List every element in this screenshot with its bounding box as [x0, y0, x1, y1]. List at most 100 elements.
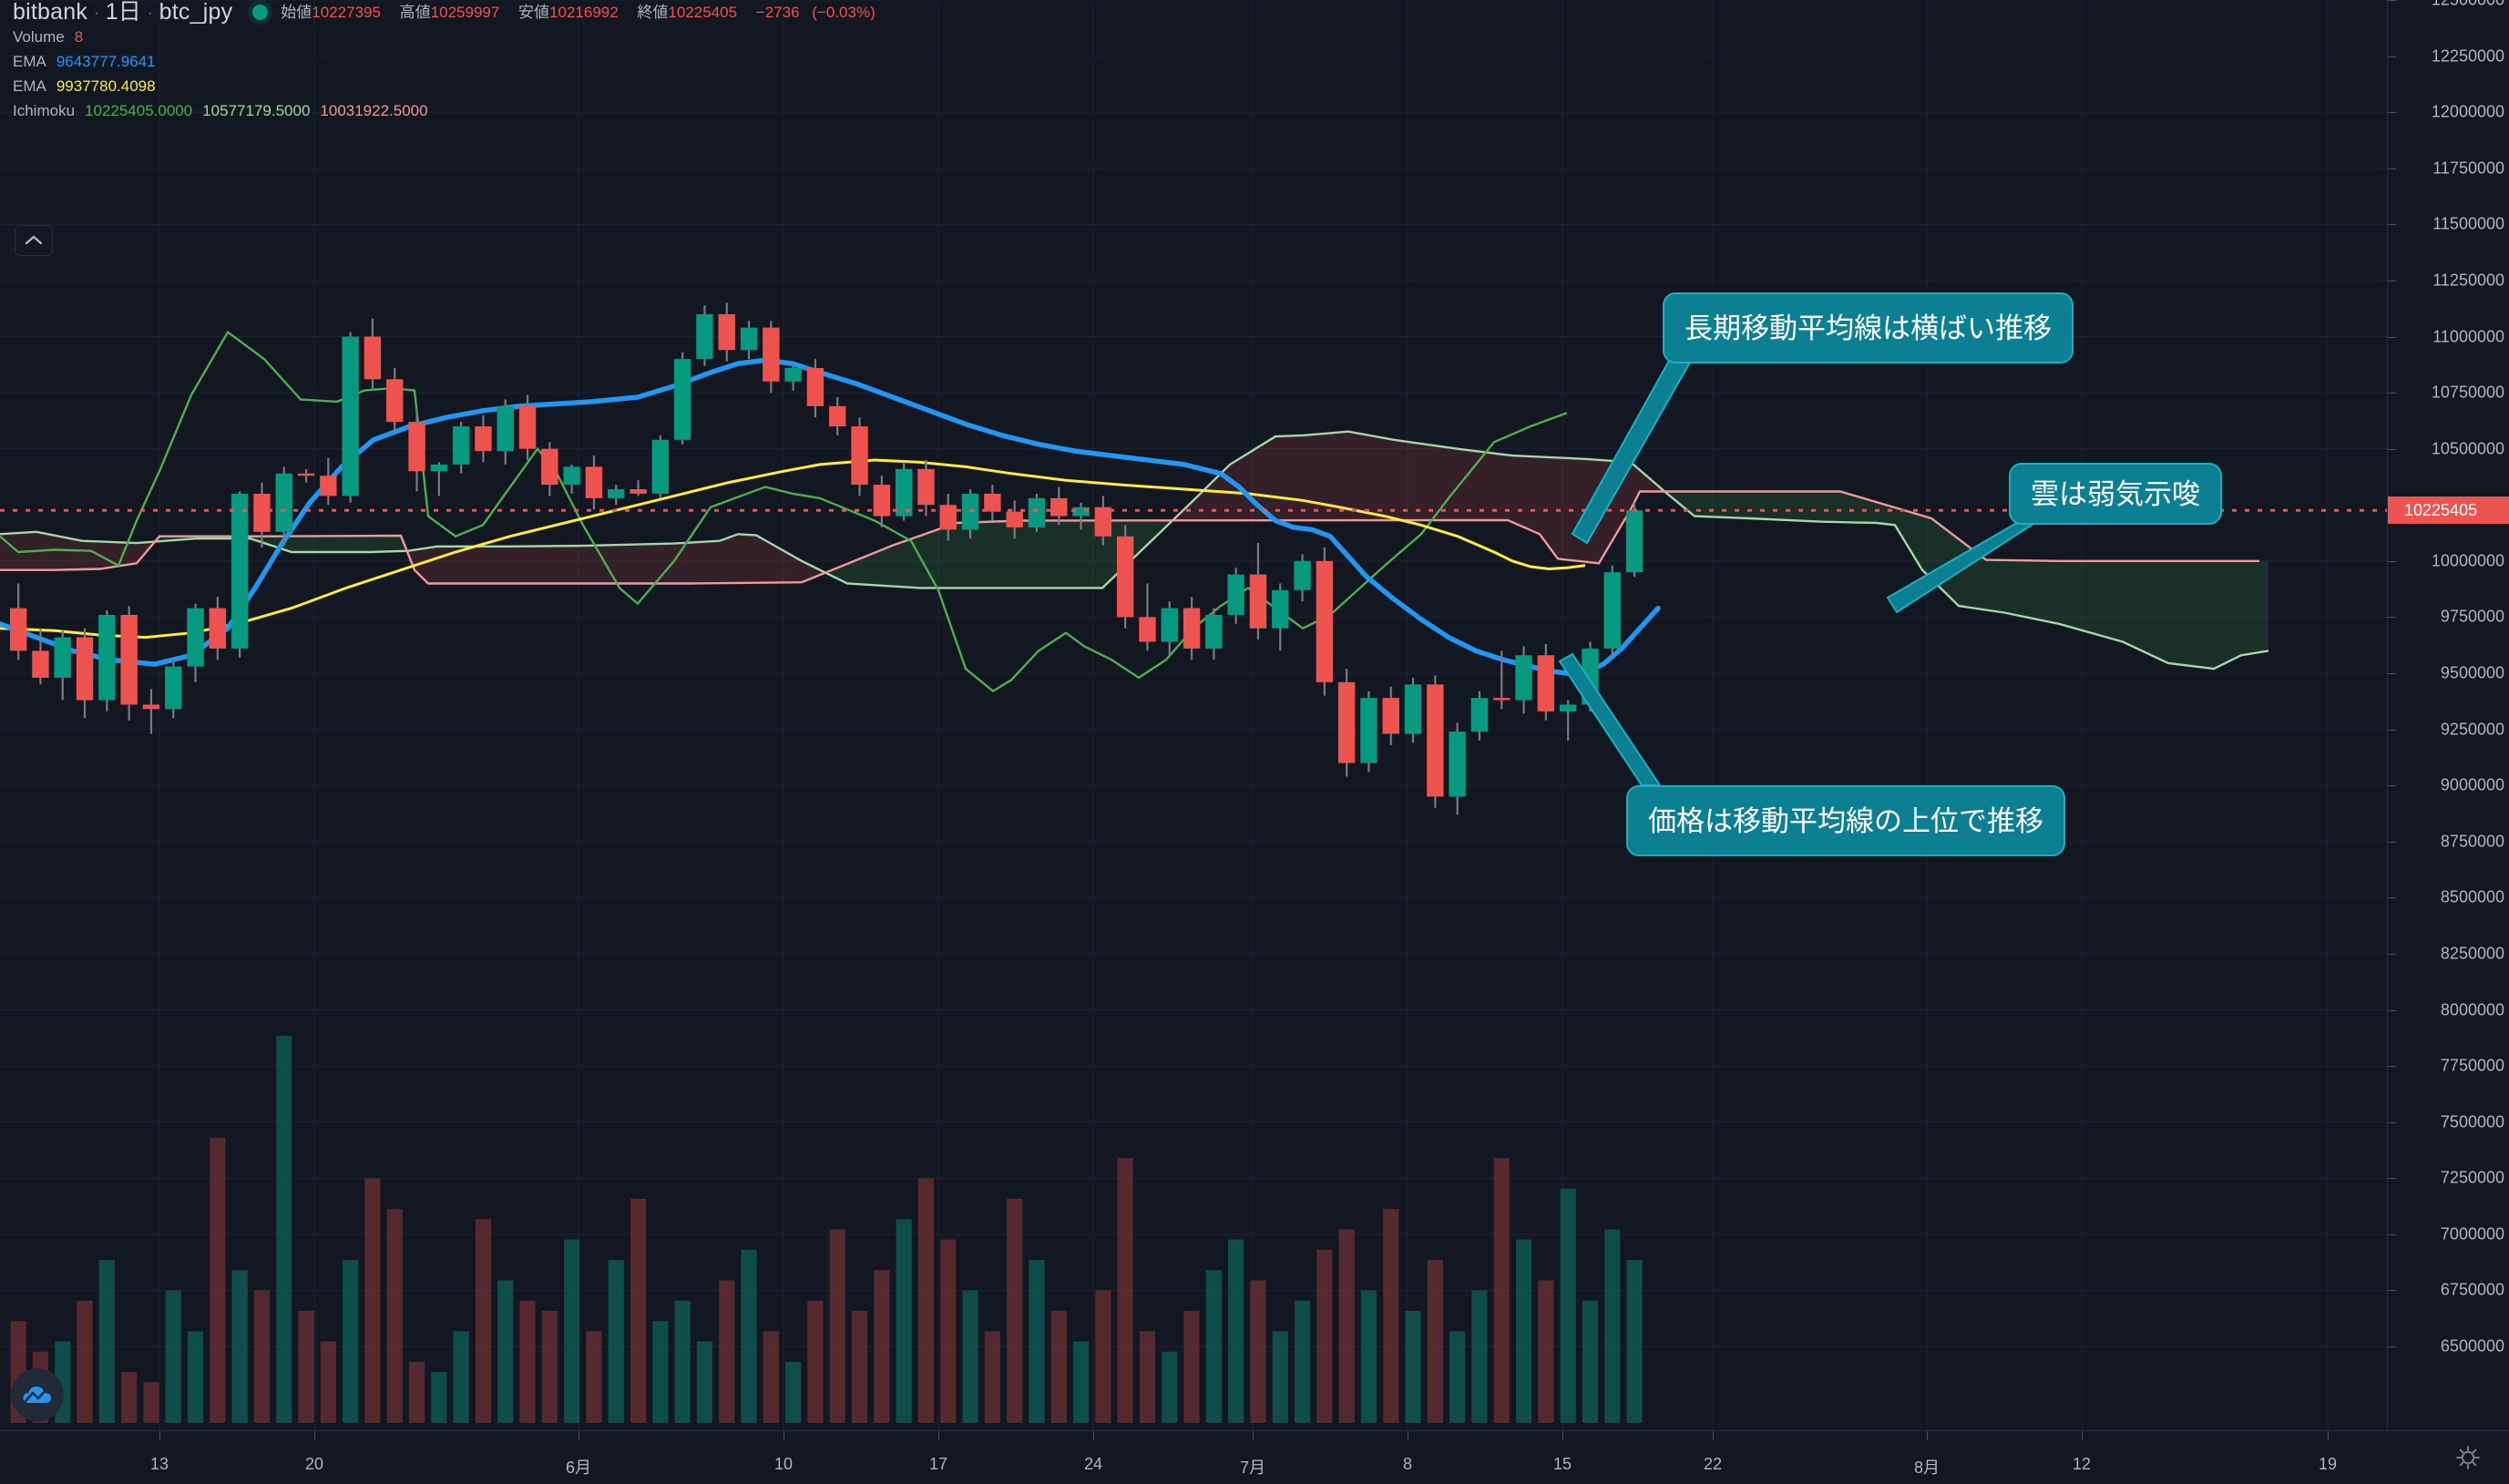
annotation-callout-price[interactable]: 価格は移動平均線の上位で推移	[1626, 785, 2065, 856]
current-price-badge[interactable]: 10225405	[2388, 496, 2509, 525]
chart-plot-area[interactable]	[0, 0, 2387, 1430]
candle-body	[1028, 497, 1046, 527]
volume-bar	[1316, 1249, 1333, 1423]
price-tick-mark	[2388, 56, 2396, 57]
candlestick-chart-svg	[0, 0, 2387, 1430]
price-tick-label: 7750000	[2440, 1056, 2504, 1075]
volume-bar	[187, 1331, 204, 1423]
price-tick-mark	[2388, 448, 2396, 450]
time-axis[interactable]: 13 20 6月 10 17 24 7月 8 15 22 8月 12 19	[0, 1430, 2509, 1484]
candle-body	[1249, 574, 1267, 629]
chevron-up-icon	[25, 235, 43, 245]
price-tick-label: 8000000	[2440, 1000, 2504, 1018]
chart-gridlines	[0, 0, 2387, 1430]
candle-body	[1205, 614, 1223, 649]
volume-bar	[785, 1361, 802, 1423]
price-tick-label: 7250000	[2440, 1168, 2504, 1187]
price-tick-mark	[2388, 617, 2396, 619]
candle-body	[740, 327, 758, 351]
volume-bar	[1604, 1229, 1621, 1423]
time-tick-label: 10	[773, 1455, 794, 1473]
annotation-callout-moving-average[interactable]: 長期移動平均線は横ばい推移	[1663, 292, 2074, 363]
volume-bar	[1471, 1290, 1488, 1423]
candle-body	[1449, 732, 1466, 797]
candle-body	[209, 608, 227, 649]
candle-body	[806, 367, 824, 406]
price-tick-label: 7000000	[2440, 1224, 2504, 1243]
volume-bar	[143, 1382, 159, 1423]
time-tick-mark	[1093, 1431, 1094, 1440]
candle-body	[1183, 608, 1201, 649]
candle-body	[651, 439, 670, 494]
price-tick-mark	[2388, 336, 2396, 338]
legend-collapse-button[interactable]	[15, 225, 53, 256]
time-tick-label: 12	[2072, 1455, 2092, 1473]
senkou-a-line	[0, 490, 2259, 585]
candle-body	[630, 489, 647, 494]
candle-body	[430, 464, 448, 472]
time-tick-label: 22	[1703, 1455, 1723, 1473]
candle-body	[851, 426, 868, 486]
volume-bar	[519, 1300, 536, 1423]
volume-bar	[1338, 1229, 1355, 1423]
candle-body	[32, 650, 49, 678]
volume-bar	[343, 1260, 359, 1423]
candle-body	[608, 489, 625, 498]
candle-body	[1493, 698, 1511, 701]
candle-body	[297, 473, 315, 476]
candle-body	[275, 473, 292, 532]
candle-body	[1603, 572, 1621, 649]
volume-bar	[1007, 1198, 1023, 1423]
price-tick-mark	[2388, 1066, 2396, 1068]
volume-bars	[10, 1035, 1643, 1423]
time-tick-label: 8月	[1913, 1458, 1941, 1477]
candle-body	[54, 637, 71, 678]
candle-body	[1360, 698, 1377, 763]
price-tick-label: 6750000	[2440, 1280, 2504, 1299]
volume-bar	[253, 1290, 271, 1423]
ema-slow-line	[0, 458, 1586, 640]
candle-body	[1272, 589, 1289, 629]
candle-body	[1404, 684, 1422, 734]
volume-bar	[564, 1239, 580, 1423]
annotation-pointer	[1558, 652, 1662, 786]
volume-bar	[1272, 1331, 1288, 1423]
time-tick-mark	[1562, 1431, 1563, 1440]
gear-icon[interactable]	[2454, 1444, 2482, 1471]
volume-bar	[829, 1229, 845, 1423]
annotation-callout-cloud[interactable]: 雲は弱気示唆	[2009, 463, 2222, 525]
price-tick-label: 10000000	[2431, 551, 2504, 570]
volume-bar	[1205, 1270, 1222, 1423]
price-axis[interactable]: 12500000 12250000 12000000 11750000 11500000…	[2387, 0, 2509, 1430]
candle-body	[1427, 684, 1444, 797]
volume-bar	[1383, 1209, 1399, 1423]
time-tick-label: 19	[2318, 1455, 2338, 1473]
candle-body	[939, 505, 957, 530]
candle-body	[1537, 655, 1555, 711]
volume-bar	[1427, 1260, 1443, 1423]
senkou-b-line	[0, 430, 2269, 670]
volume-bar	[940, 1239, 957, 1423]
time-tick-mark	[1713, 1431, 1714, 1440]
volume-bar	[1405, 1310, 1421, 1423]
volume-bar	[121, 1372, 138, 1423]
candle-body	[1294, 560, 1311, 590]
time-tick-label: 6月	[565, 1458, 592, 1477]
price-tick-label: 12500000	[2432, 0, 2504, 10]
candle-body	[563, 466, 580, 486]
price-tick-label: 11000000	[2432, 327, 2504, 345]
volume-bar	[1538, 1280, 1554, 1423]
volume-bar	[475, 1219, 492, 1423]
volume-bar	[1360, 1290, 1377, 1423]
candle-body	[120, 614, 138, 705]
candle-body	[1050, 497, 1068, 517]
volume-bar	[696, 1341, 713, 1423]
time-tick-label: 15	[1552, 1455, 1572, 1473]
price-tick-label: 8750000	[2440, 832, 2504, 851]
price-tick-label: 11250000	[2432, 271, 2504, 290]
candle-body	[320, 476, 337, 496]
price-tick-mark	[2388, 729, 2396, 731]
price-tick-mark	[2388, 393, 2396, 394]
candle-body	[763, 327, 780, 382]
volume-bar	[652, 1321, 669, 1423]
